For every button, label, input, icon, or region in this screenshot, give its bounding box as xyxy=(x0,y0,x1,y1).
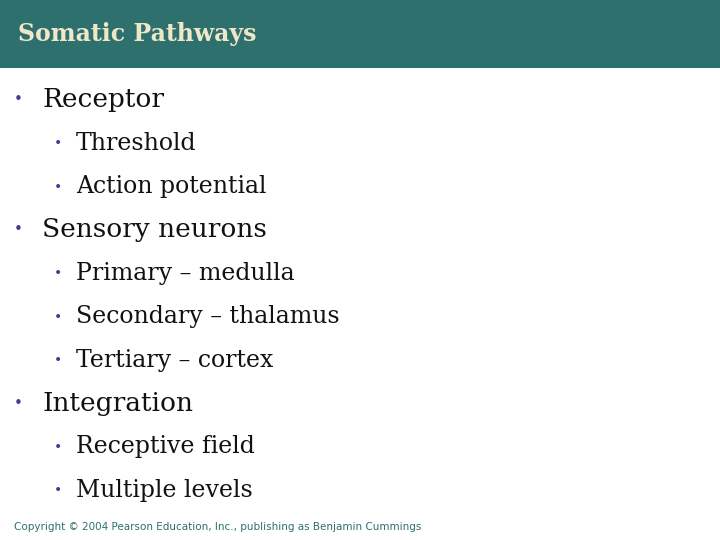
Text: •: • xyxy=(54,353,62,367)
Text: •: • xyxy=(54,136,62,150)
Text: Somatic Pathways: Somatic Pathways xyxy=(18,22,256,46)
Text: •: • xyxy=(14,396,22,411)
Text: •: • xyxy=(14,222,22,238)
Text: Receptor: Receptor xyxy=(42,87,164,112)
Text: •: • xyxy=(54,266,62,280)
Text: Integration: Integration xyxy=(42,391,193,416)
Text: Primary – medulla: Primary – medulla xyxy=(76,262,294,285)
Text: Copyright © 2004 Pearson Education, Inc., publishing as Benjamin Cummings: Copyright © 2004 Pearson Education, Inc.… xyxy=(14,522,421,532)
Text: Tertiary – cortex: Tertiary – cortex xyxy=(76,349,274,372)
Text: •: • xyxy=(54,440,62,454)
Text: •: • xyxy=(14,92,22,107)
Bar xyxy=(0,0,720,68)
Text: Multiple levels: Multiple levels xyxy=(76,479,253,502)
Text: •: • xyxy=(54,310,62,323)
Text: Threshold: Threshold xyxy=(76,132,197,154)
Text: Sensory neurons: Sensory neurons xyxy=(42,218,267,242)
Text: Action potential: Action potential xyxy=(76,175,266,198)
Text: •: • xyxy=(54,483,62,497)
Text: Receptive field: Receptive field xyxy=(76,435,255,458)
Text: Secondary – thalamus: Secondary – thalamus xyxy=(76,305,340,328)
Text: •: • xyxy=(54,179,62,193)
